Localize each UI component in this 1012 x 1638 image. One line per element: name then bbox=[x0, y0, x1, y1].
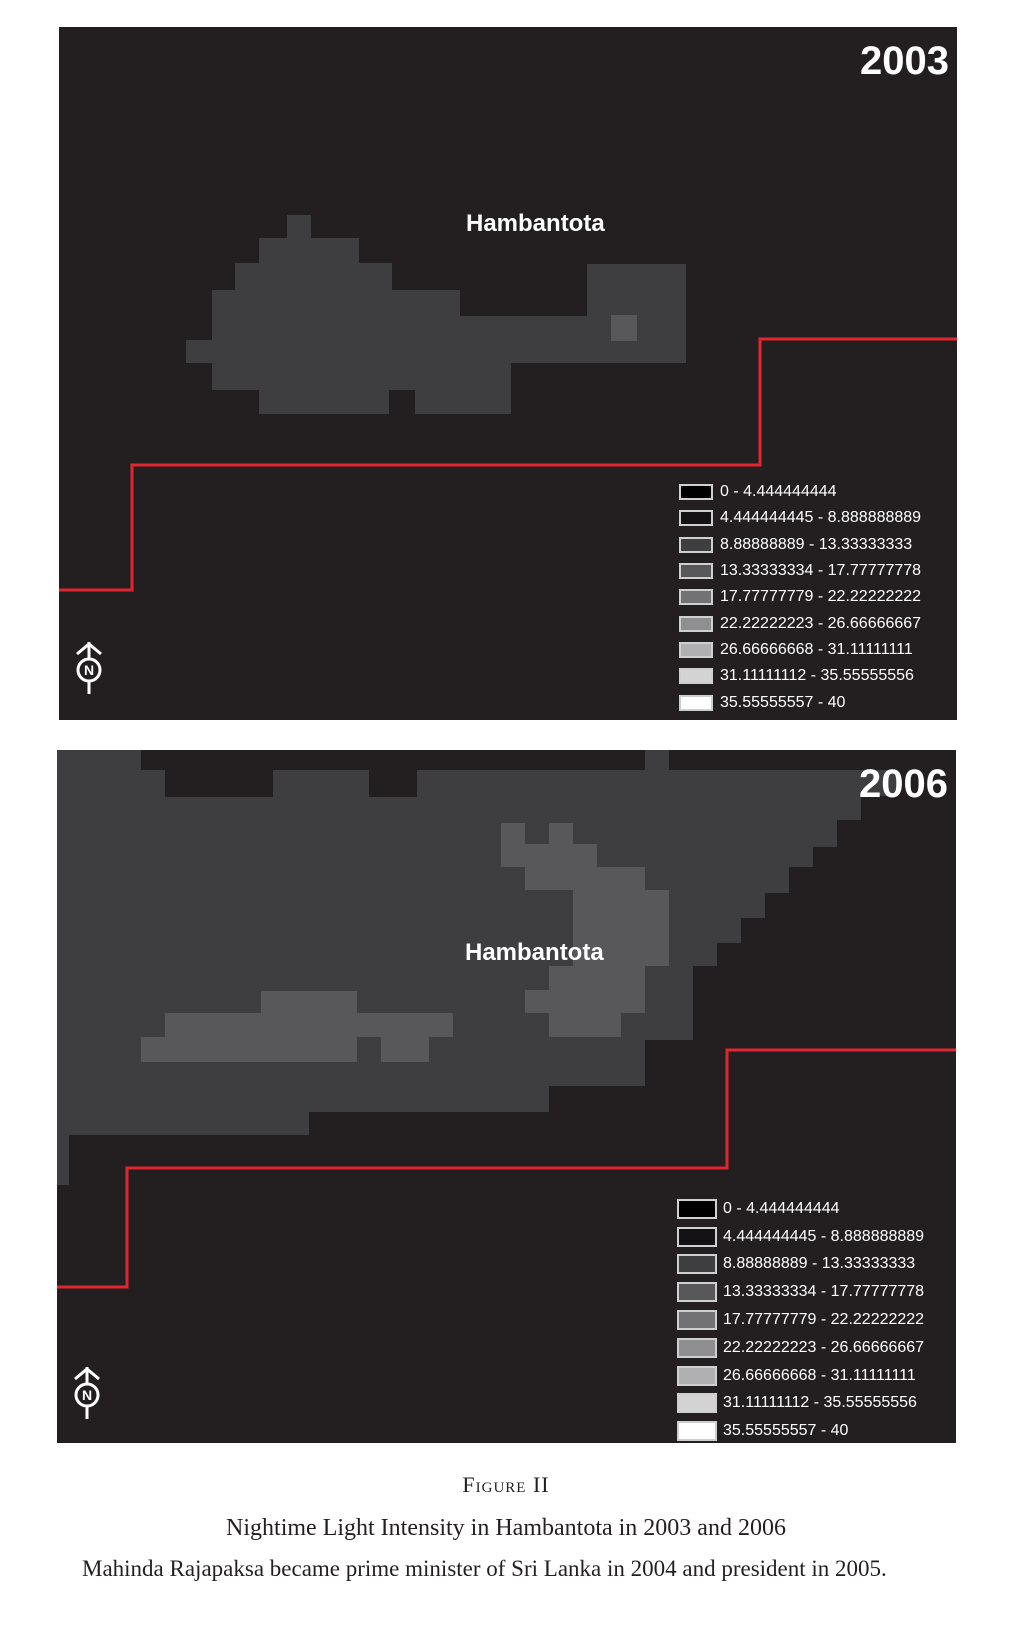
legend-swatch bbox=[677, 1254, 717, 1275]
legend-label: 26.66666668 - 31.11111111 bbox=[723, 1366, 916, 1384]
legend-label: 13.33333334 - 17.77777778 bbox=[720, 562, 922, 580]
legend: 0 - 4.444444444 4.444444445 - 8.88888888… bbox=[677, 1195, 947, 1443]
north-arrow-letter: N bbox=[82, 1387, 92, 1403]
legend-swatch bbox=[677, 1310, 717, 1331]
legend-swatch bbox=[677, 1393, 717, 1414]
legend-label: 35.55555557 - 40 bbox=[720, 693, 846, 711]
legend-swatch bbox=[677, 1198, 717, 1219]
light-intensity-raster-2003 bbox=[59, 215, 957, 592]
year-label: 2003 bbox=[860, 39, 949, 83]
legend-label: 8.88888889 - 13.33333333 bbox=[720, 535, 913, 553]
legend-label: 4.444444445 - 8.888888889 bbox=[720, 509, 922, 527]
legend-row: 0 - 4.444444444 bbox=[677, 1195, 947, 1223]
legend-swatch bbox=[677, 1337, 717, 1358]
legend-label: 13.33333334 - 17.77777778 bbox=[723, 1283, 925, 1301]
district-boundary-line bbox=[57, 1048, 956, 1289]
legend-row: 17.77777779 - 22.22222222 bbox=[677, 1306, 947, 1334]
legend-swatch bbox=[677, 1282, 717, 1303]
legend-label: 0 - 4.444444444 bbox=[720, 483, 837, 501]
legend-row: 0 - 4.444444444 bbox=[679, 479, 949, 505]
place-label-hambantota: Hambantota bbox=[465, 939, 604, 966]
legend-swatch bbox=[679, 641, 713, 658]
legend-row: 13.33333334 - 17.77777778 bbox=[677, 1278, 947, 1306]
year-label: 2006 bbox=[859, 762, 948, 806]
legend-row: 22.22222223 - 26.66666667 bbox=[677, 1334, 947, 1362]
light-region-medium bbox=[611, 315, 637, 341]
legend-row: 8.88888889 - 13.33333333 bbox=[679, 532, 949, 558]
legend-row: 31.11111112 - 35.55555556 bbox=[679, 663, 949, 689]
legend-swatch bbox=[679, 589, 713, 606]
legend-row: 4.444444445 - 8.888888889 bbox=[677, 1223, 947, 1251]
legend-swatch bbox=[679, 484, 713, 501]
figure-title: Nightime Light Intensity in Hambantota i… bbox=[226, 1515, 786, 1541]
legend-swatch bbox=[679, 536, 713, 553]
legend-swatch bbox=[679, 668, 713, 685]
legend-row: 26.66666668 - 31.11111111 bbox=[679, 637, 949, 663]
legend-label: 31.11111112 - 35.55555556 bbox=[720, 667, 914, 685]
legend: 0 - 4.444444444 4.444444445 - 8.88888888… bbox=[679, 479, 949, 716]
legend-row: 35.55555557 - 40 bbox=[677, 1417, 947, 1443]
legend-label: 0 - 4.444444444 bbox=[723, 1199, 840, 1217]
north-arrow-icon: N bbox=[74, 1367, 100, 1419]
legend-swatch bbox=[679, 694, 713, 711]
legend-label: 17.77777779 - 22.22222222 bbox=[723, 1311, 925, 1329]
legend-label: 22.22222223 - 26.66666667 bbox=[723, 1338, 925, 1356]
legend-label: 17.77777779 - 22.22222222 bbox=[720, 588, 922, 606]
legend-row: 4.444444445 - 8.888888889 bbox=[679, 505, 949, 531]
legend-swatch bbox=[679, 563, 713, 580]
light-region-medium bbox=[501, 823, 669, 1037]
legend-row: 26.66666668 - 31.11111111 bbox=[677, 1362, 947, 1390]
light-region-low bbox=[57, 750, 897, 1185]
map-panel-2003: 2003 Hambantota 0 - 4.444444444 4.444444… bbox=[59, 27, 957, 720]
north-arrow-icon: N bbox=[76, 642, 102, 694]
north-arrow-letter: N bbox=[84, 662, 94, 678]
legend-row: 35.55555557 - 40 bbox=[679, 689, 949, 715]
legend-swatch bbox=[679, 615, 713, 632]
light-intensity-raster-2006 bbox=[57, 750, 956, 1289]
legend-swatch bbox=[677, 1226, 717, 1247]
legend-swatch bbox=[679, 510, 713, 527]
district-boundary-line bbox=[59, 337, 957, 592]
legend-row: 8.88888889 - 13.33333333 bbox=[677, 1251, 947, 1279]
light-region-low bbox=[186, 215, 686, 414]
legend-label: 35.55555557 - 40 bbox=[723, 1422, 849, 1440]
legend-row: 22.22222223 - 26.66666667 bbox=[679, 610, 949, 636]
legend-label: 26.66666668 - 31.11111111 bbox=[720, 640, 913, 658]
legend-label: 31.11111112 - 35.55555556 bbox=[723, 1394, 917, 1412]
legend-label: 4.444444445 - 8.888888889 bbox=[723, 1227, 925, 1245]
legend-swatch bbox=[677, 1365, 717, 1386]
legend-row: 13.33333334 - 17.77777778 bbox=[679, 558, 949, 584]
figure-label: Figure II bbox=[462, 1472, 550, 1497]
legend-swatch bbox=[677, 1421, 717, 1442]
map-panel-2006: 2006 Hambantota 0 - 4.444444444 4.444444… bbox=[57, 750, 956, 1443]
legend-row: 31.11111112 - 35.55555556 bbox=[677, 1390, 947, 1418]
figure-note: Mahinda Rajapaksa became prime minister … bbox=[82, 1556, 887, 1581]
legend-label: 8.88888889 - 13.33333333 bbox=[723, 1255, 916, 1273]
legend-row: 17.77777779 - 22.22222222 bbox=[679, 584, 949, 610]
light-region-medium bbox=[141, 991, 453, 1062]
place-label-hambantota: Hambantota bbox=[466, 210, 605, 237]
legend-label: 22.22222223 - 26.66666667 bbox=[720, 614, 922, 632]
